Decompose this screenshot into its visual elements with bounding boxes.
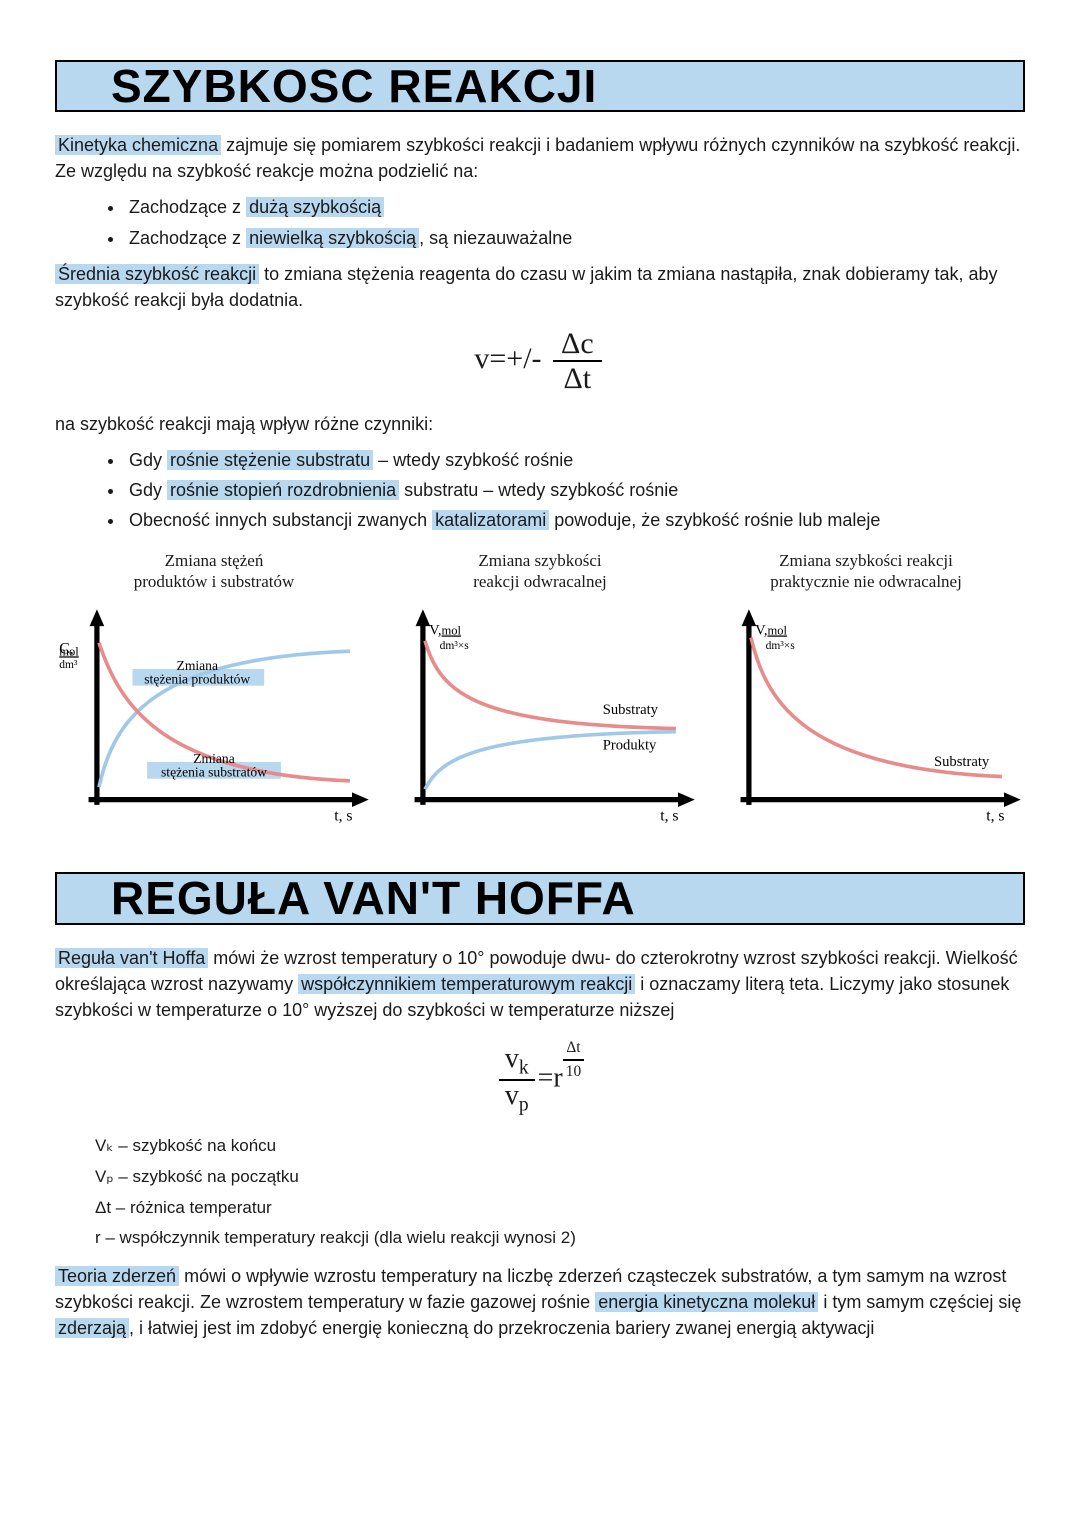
f1a: Gdy xyxy=(129,450,167,470)
c1-xlabel: t, s xyxy=(334,808,352,825)
b2b: , są niezauważalne xyxy=(419,228,572,248)
c1-xarrow xyxy=(352,793,369,808)
c3-ylabel2: dm³×s xyxy=(766,640,796,652)
charts-row: Zmiana stężeńproduktów i substratów C,mo… xyxy=(55,551,1025,838)
def-vp: Vₚ – szybkość na początku xyxy=(95,1165,1025,1190)
c2-ylabel: V,mol xyxy=(429,623,461,639)
col-t2: i tym samym częściej się xyxy=(818,1292,1021,1312)
chart-3: Zmiana szybkości reakcjipraktycznie nie … xyxy=(707,551,1025,838)
f1b: – wtedy szybkość rośnie xyxy=(373,450,573,470)
factor-1: Gdy rośnie stężenie substratu – wtedy sz… xyxy=(125,447,1025,473)
f3a: Obecność innych substancji zwanych xyxy=(129,510,432,530)
b2hl: niewielką szybkością xyxy=(246,228,419,248)
factors-lead: na szybkość reakcji mają wpływ różne czy… xyxy=(55,411,1025,437)
f3b: powoduje, że szybkość rośnie lub maleje xyxy=(549,510,880,530)
col-hl2: energia kinetyczna molekuł xyxy=(595,1292,818,1312)
vanthoff-para: Reguła van't Hoffa mówi że wzrost temper… xyxy=(55,945,1025,1023)
factors-list: Gdy rośnie stężenie substratu – wtedy sz… xyxy=(125,447,1025,533)
formula-vanthoff: vk vp =r Δt 10 xyxy=(55,1037,1025,1116)
bullet-2: Zachodzące z niewielką szybkością, są ni… xyxy=(125,225,1025,251)
f2-frac: vk vp xyxy=(499,1044,535,1116)
c2-xlabel: t, s xyxy=(660,808,678,825)
def-vk: Vₖ – szybkość na końcu xyxy=(95,1134,1025,1159)
chart-3-title: Zmiana szybkości reakcjipraktycznie nie … xyxy=(707,551,1025,593)
def-r: r – współczynnik temperatury reakcji (dl… xyxy=(95,1226,1025,1251)
c2-lbl-prod: Produkty xyxy=(603,738,657,754)
col-hl3: zderzają xyxy=(55,1318,129,1338)
avg-speed-para: Średnia szybkość reakcji to zmiana stęże… xyxy=(55,261,1025,313)
heading-2-lead xyxy=(57,874,111,922)
heading-1-text: SZYBKOSC REAKCJI xyxy=(107,62,601,110)
def-dt: Δt – różnica temperatur xyxy=(95,1196,1025,1221)
c2-ylabel2: dm³×s xyxy=(440,640,470,652)
b2a: Zachodzące z xyxy=(129,228,246,248)
heading-2-text: REGUŁA VAN'T HOFFA xyxy=(107,874,640,922)
f1-den: Δt xyxy=(553,362,602,395)
chart-2: Zmiana szybkościreakcji odwracalnej V,mo… xyxy=(381,551,699,838)
intro-paragraph: Kinetyka chemiczna zajmuje się pomiarem … xyxy=(55,132,1025,184)
formula-velocity: v=+/- Δc Δt xyxy=(55,327,1025,395)
c2-yarrow xyxy=(416,610,431,627)
f2-den: vp xyxy=(499,1081,535,1116)
f2-num: vk xyxy=(499,1044,535,1081)
c1-lbl-prod: Zmianastężenia produktów xyxy=(144,658,250,687)
factor-2: Gdy rośnie stopień rozdrobnienia substra… xyxy=(125,477,1025,503)
f1-lhs: v=+/- xyxy=(474,342,541,375)
chart-1: Zmiana stężeńproduktów i substratów C,mo… xyxy=(55,551,373,838)
col-hl1: Teoria zderzeń xyxy=(55,1266,179,1286)
f2b: substratu – wtedy szybkość rośnie xyxy=(399,480,678,500)
c2-lbl-sub: Substraty xyxy=(603,702,659,718)
chart-1-svg: C,mol dm³ Zmianastężenia produktów Zmian… xyxy=(55,601,373,831)
bullet-1: Zachodzące z dużą szybkością xyxy=(125,194,1025,220)
c3-lbl: Substraty xyxy=(934,754,990,770)
col-t3: , i łatwiej jest im zdobyć energię konie… xyxy=(129,1318,874,1338)
c1-yarrow xyxy=(90,610,105,627)
chart-1-title: Zmiana stężeńproduktów i substratów xyxy=(55,551,373,593)
c2-xarrow xyxy=(678,793,695,808)
factor-3: Obecność innych substancji zwanych katal… xyxy=(125,507,1025,533)
c1-ylabel2: dm³ xyxy=(59,659,78,671)
c1-lbl-sub: Zmianastężenia substratów xyxy=(161,751,267,780)
f2-eq: =r xyxy=(538,1063,563,1094)
chart-2-title: Zmiana szybkościreakcji odwracalnej xyxy=(381,551,699,593)
b1hl: dużą szybkością xyxy=(246,197,384,217)
f1-frac: Δc Δt xyxy=(553,327,602,395)
f2a: Gdy xyxy=(129,480,167,500)
c3-xarrow xyxy=(1004,793,1021,808)
definitions: Vₖ – szybkość na końcu Vₚ – szybkość na … xyxy=(95,1134,1025,1251)
collision-para: Teoria zderzeń mówi o wpływie wzrostu te… xyxy=(55,1263,1025,1341)
vh-hl2: współczynnikiem temperaturowym reakcji xyxy=(298,974,635,994)
c3-ylabel: V,mol xyxy=(755,623,787,639)
heading-lead-block xyxy=(57,62,111,110)
vh-hl1: Reguła van't Hoffa xyxy=(55,948,208,968)
p2hl: Średnia szybkość reakcji xyxy=(55,264,259,284)
c1-ylabel: C,mol xyxy=(59,641,79,659)
f1hl: rośnie stężenie substratu xyxy=(167,450,373,470)
chart-2-svg: V,mol dm³×s Substraty Produkty t, s xyxy=(381,601,699,831)
c3-xlabel: t, s xyxy=(986,808,1004,825)
hl-kinetyka: Kinetyka chemiczna xyxy=(55,135,221,155)
f2-expden: 10 xyxy=(563,1061,584,1083)
chart-3-svg: V,mol dm³×s Substraty t, s xyxy=(707,601,1025,831)
c3-yarrow xyxy=(742,610,757,627)
section-heading-2: REGUŁA VAN'T HOFFA xyxy=(55,872,1025,924)
f3hl: katalizatorami xyxy=(432,510,549,530)
f1-num: Δc xyxy=(553,327,602,362)
f2-expnum: Δt xyxy=(563,1037,584,1061)
b1a: Zachodzące z xyxy=(129,197,246,217)
section-heading-1: SZYBKOSC REAKCJI xyxy=(55,60,1025,112)
f2hl: rośnie stopień rozdrobnienia xyxy=(167,480,399,500)
f2-exp: Δt 10 xyxy=(563,1037,584,1084)
intro-bullets: Zachodzące z dużą szybkością Zachodzące … xyxy=(125,194,1025,250)
